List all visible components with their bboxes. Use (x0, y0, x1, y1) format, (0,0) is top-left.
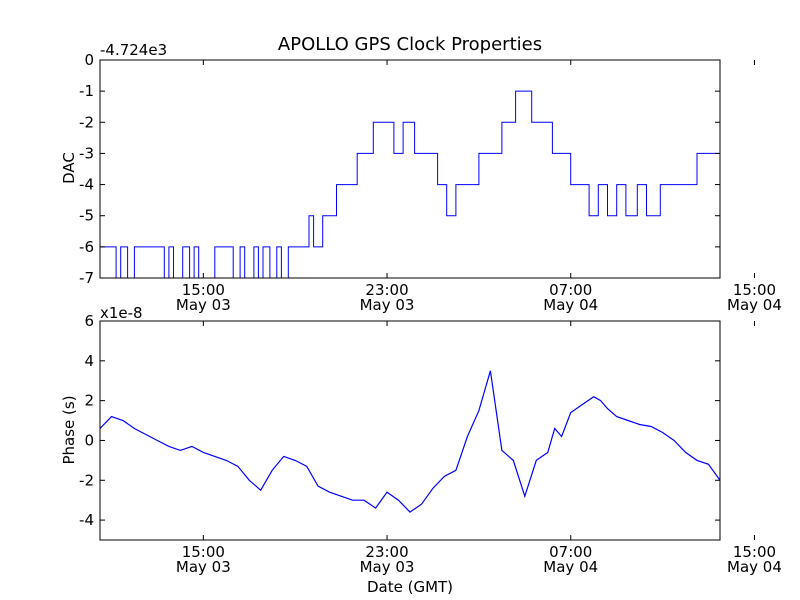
phase-xtick-date-label: May 04 (727, 558, 782, 576)
phase-xtick-time-label: 15:00 (182, 543, 225, 561)
dac-ytick-label: -1 (79, 82, 94, 100)
dac-series-line (100, 90, 720, 278)
dac-xtick-time-label: 15:00 (182, 281, 225, 299)
phase-panel: x1e-8 Phase (s) Date (GMT) -4 -2 0 2 4 6 15:00… (60, 304, 782, 596)
phase-ytick-label: 2 (84, 392, 94, 410)
dac-xtick-time-label: 23:00 (365, 281, 408, 299)
dac-xtick-time-label: 07:00 (549, 281, 592, 299)
phase-y-axis-label: Phase (s) (60, 395, 78, 464)
dac-xtick-date-label: May 04 (727, 296, 782, 314)
phase-xtick-date-label: May 04 (543, 558, 598, 576)
chart-title: APOLLO GPS Clock Properties (278, 34, 542, 55)
phase-xtick-time-label: 23:00 (365, 543, 408, 561)
phase-ytick-label: -4 (79, 511, 94, 529)
dac-xtick-date-label: May 03 (176, 296, 231, 314)
dac-ytick-label: -4 (79, 176, 94, 194)
dac-ytick-label: 0 (84, 51, 94, 69)
x-axis-label: Date (GMT) (367, 578, 453, 596)
dac-ytick-label: -2 (79, 113, 94, 131)
phase-ytick-label: 6 (84, 312, 94, 330)
phase-xtick-date-label: May 03 (176, 558, 231, 576)
dac-offset-text: -4.724e3 (100, 41, 167, 59)
dac-y-axis-label: DAC (60, 152, 78, 184)
phase-ytick-label: -2 (79, 471, 94, 489)
phase-xtick-date-label: May 03 (360, 558, 415, 576)
dac-axes-frame (99, 59, 721, 279)
phase-ytick-label: 0 (84, 431, 94, 449)
phase-ytick-label: 4 (84, 352, 94, 370)
phase-offset-text: x1e-8 (100, 304, 143, 322)
dac-xtick-date-label: May 03 (360, 296, 415, 314)
phase-xtick-time-label: 07:00 (549, 543, 592, 561)
phase-axes-frame (99, 320, 721, 541)
dac-xtick-date-label: May 04 (543, 296, 598, 314)
dac-xtick-time-label: 15:00 (733, 281, 776, 299)
dac-ytick-label: -6 (79, 238, 94, 256)
dac-ytick-label: -7 (79, 269, 94, 287)
dac-ytick-label: -3 (79, 144, 94, 162)
phase-xtick-time-label: 15:00 (733, 543, 776, 561)
phase-series-line (100, 370, 720, 513)
dac-ytick-label: -5 (79, 207, 94, 225)
